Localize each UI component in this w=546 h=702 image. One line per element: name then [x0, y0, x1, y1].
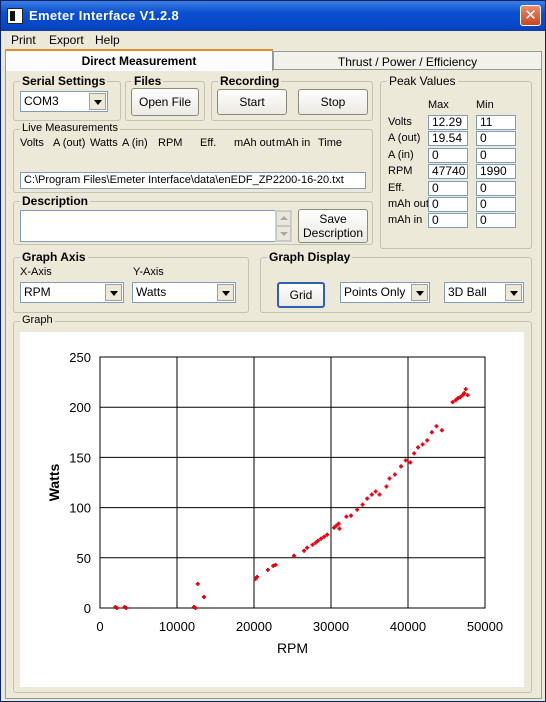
grid-button[interactable]: Grid [277, 282, 325, 308]
files-legend: Files [132, 74, 164, 88]
marker-style-value: 3D Ball [448, 285, 487, 299]
description-legend: Description [20, 194, 91, 208]
chevron-down-icon[interactable] [89, 93, 106, 110]
peak-min-header: Min [476, 99, 494, 111]
peak-min-field[interactable]: 0 [476, 213, 516, 229]
live-measurements-legend: Live Measurements [20, 122, 120, 134]
peak-max-field[interactable]: 19.54 [428, 131, 468, 147]
serial-port-value: COM3 [24, 94, 59, 108]
peak-row-label: Eff. [388, 181, 405, 194]
title-bar[interactable]: Emeter Interface V1.2.8 ✕ [1, 1, 545, 31]
live-header-rpm: RPM [158, 137, 183, 149]
peak-min-field[interactable]: 0 [476, 131, 516, 147]
graph-axis-legend: Graph Axis [20, 250, 88, 264]
graph-group: Graph [13, 314, 532, 693]
x-axis-select[interactable]: RPM [20, 282, 124, 303]
graph-display-group: Graph Display [260, 250, 532, 313]
y-axis-select[interactable]: Watts [132, 282, 236, 303]
chevron-down-icon[interactable] [505, 284, 522, 301]
graph-legend: Graph [20, 314, 55, 326]
live-header-a-out: A (out) [53, 137, 86, 149]
close-button[interactable]: ✕ [520, 5, 541, 26]
cursor-x-readout: 47740.00 [393, 337, 449, 352]
live-header-time: Time [318, 137, 343, 149]
live-header-volts: Volts [20, 137, 44, 149]
live-measurements-group: Live Measurements [13, 122, 373, 193]
description-input[interactable] [20, 210, 292, 242]
app-icon [7, 8, 23, 24]
peak-values-legend: Peak Values [387, 74, 458, 88]
recording-group: Recording [211, 74, 373, 121]
peak-min-field[interactable]: 11 [476, 115, 516, 130]
peak-max-field[interactable]: 0 [428, 147, 468, 163]
chevron-down-icon[interactable] [105, 284, 122, 301]
graph-display-legend: Graph Display [267, 250, 353, 264]
menu-export[interactable]: Export [49, 33, 84, 47]
y-axis-label: Y-Axis [133, 266, 164, 278]
peak-min-field[interactable]: 0 [476, 197, 516, 212]
live-header-a-in: A (in) [122, 137, 148, 149]
peak-max-field[interactable]: 47740 [428, 164, 468, 180]
scroll-down-icon[interactable] [276, 226, 291, 241]
live-header-mah-in: mAh in [276, 137, 311, 149]
file-path-field[interactable]: C:\Program Files\Emeter Interface\data\e… [20, 172, 366, 189]
peak-max-field[interactable]: 0 [428, 197, 468, 212]
peak-max-field[interactable]: 12.29 [428, 115, 468, 130]
chevron-down-icon[interactable] [217, 284, 234, 301]
peak-row-label: A (out) [388, 132, 421, 145]
peak-min-field[interactable]: 1990 [476, 164, 516, 180]
peak-row-label: RPM [388, 165, 413, 178]
menu-print[interactable]: Print [11, 33, 36, 47]
start-button[interactable]: Start [217, 89, 287, 115]
menu-bar: Print Export Help [1, 31, 545, 49]
tab-direct-measurement[interactable]: Direct Measurement [5, 49, 273, 71]
save-description-label-1: Save [319, 212, 347, 226]
window-title: Emeter Interface V1.2.8 [29, 8, 179, 23]
x-axis-value: RPM [24, 285, 51, 299]
peak-values-group: Peak Values [380, 74, 532, 249]
live-header-mah-out: mAh out [234, 137, 275, 149]
x-axis-label: X-Axis [20, 266, 52, 278]
menu-help[interactable]: Help [95, 33, 120, 47]
peak-min-field[interactable]: 0 [476, 147, 516, 163]
peak-row-label: mAh in [388, 214, 423, 227]
save-description-label-2: Description [302, 226, 364, 240]
cursor-y-readout: 212.12 [455, 337, 517, 352]
peak-max-field[interactable]: 0 [428, 180, 468, 196]
chevron-down-icon[interactable] [411, 284, 428, 301]
files-group: Files [125, 74, 205, 121]
open-file-button[interactable]: Open File [131, 88, 199, 116]
description-group: Description [13, 194, 373, 245]
scroll-up-icon[interactable] [276, 211, 291, 226]
serial-settings-group: Serial Settings [13, 74, 121, 121]
peak-row-label: mAh out [388, 198, 429, 210]
peak-max-header: Max [428, 99, 449, 111]
peak-max-field[interactable]: 0 [428, 213, 468, 229]
peak-row-label: Volts [388, 116, 412, 128]
graph-axis-group: Graph Axis [13, 250, 249, 313]
live-header-watts: Watts [90, 137, 118, 149]
marker-style-select[interactable]: 3D Ball [444, 282, 524, 303]
display-mode-select[interactable]: Points Only [340, 282, 430, 303]
y-axis-value: Watts [136, 285, 167, 299]
serial-settings-legend: Serial Settings [20, 74, 108, 88]
save-description-button[interactable]: Save Description [298, 209, 368, 243]
description-scrollbar[interactable] [275, 210, 292, 242]
stop-button[interactable]: Stop [298, 89, 368, 115]
live-header-eff: Eff. [200, 137, 217, 149]
serial-port-select[interactable]: COM3 [20, 91, 108, 112]
peak-min-field[interactable]: 0 [476, 180, 516, 196]
tab-thrust-power-efficiency[interactable]: Thrust / Power / Efficiency [273, 51, 542, 73]
display-mode-value: Points Only [344, 285, 406, 299]
recording-legend: Recording [218, 74, 282, 88]
peak-row-label: A (in) [388, 148, 414, 161]
